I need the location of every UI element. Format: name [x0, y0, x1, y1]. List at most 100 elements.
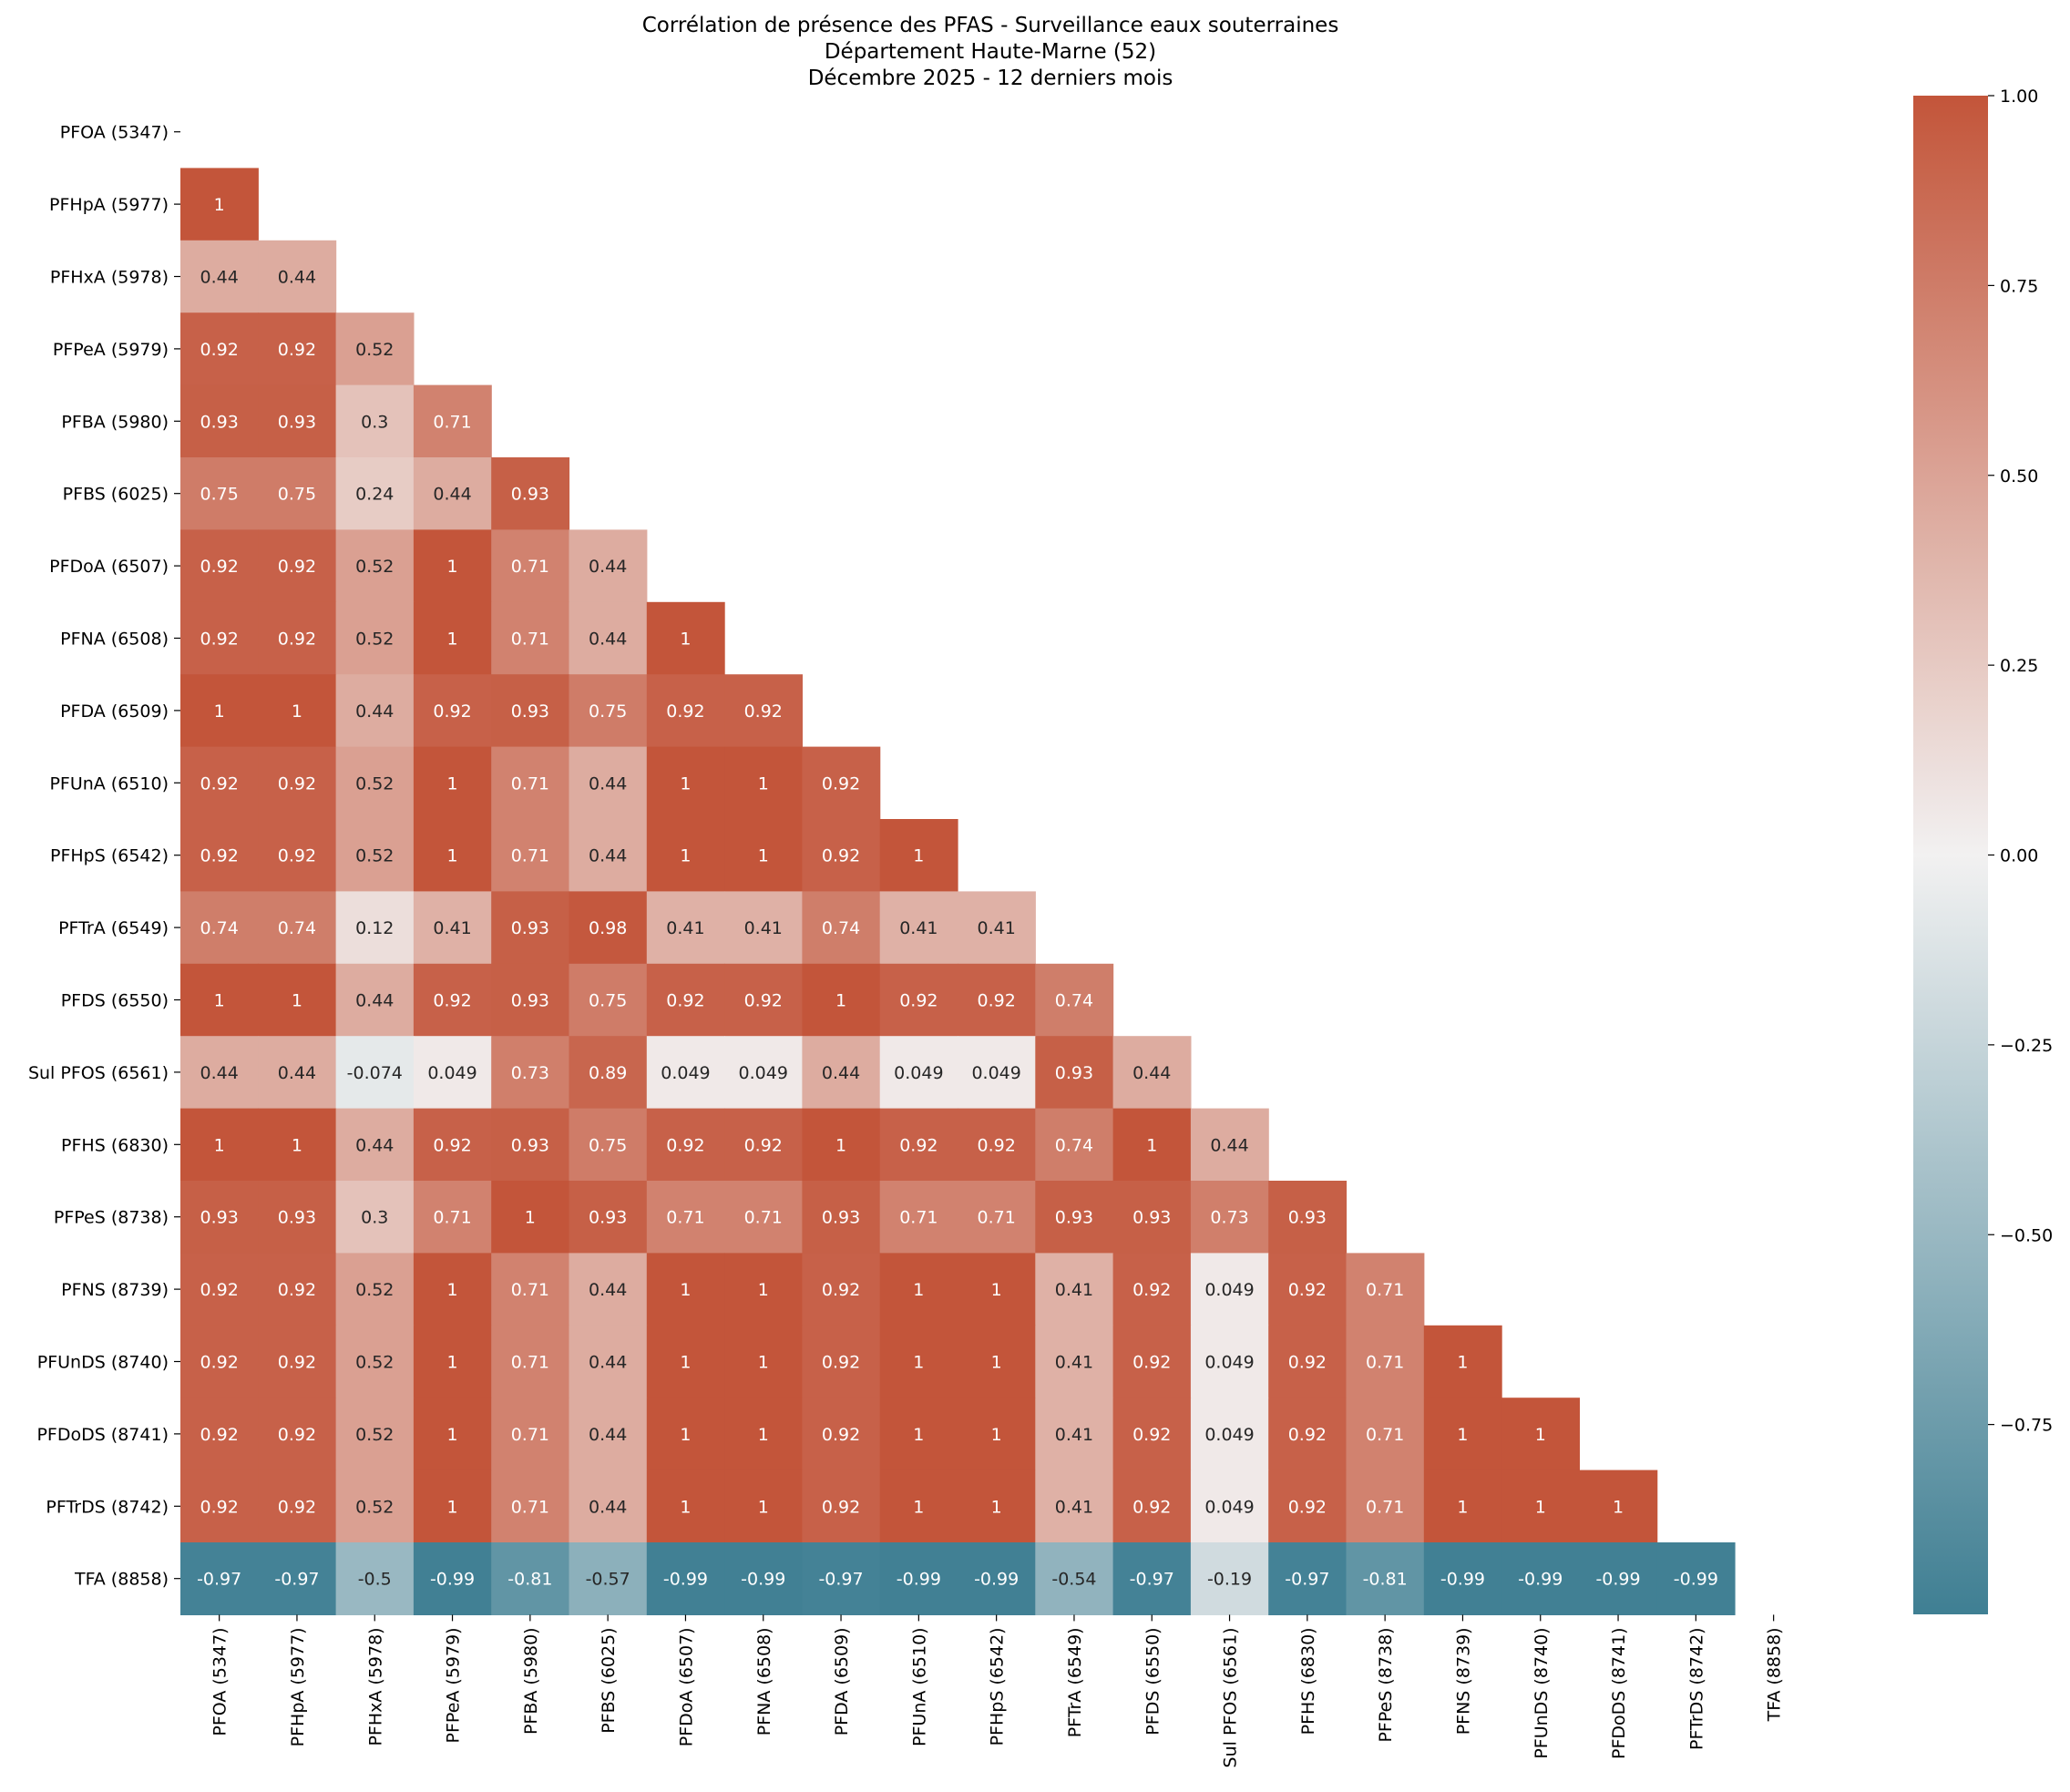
heatmap-cell [180, 1542, 259, 1615]
heatmap-cell [1190, 1325, 1269, 1398]
heatmap-cell [180, 168, 259, 241]
cell-value-label: -0.99 [1595, 1570, 1640, 1590]
heatmap-cell [1346, 1398, 1425, 1471]
heatmap-cell [335, 457, 415, 530]
heatmap-cell [491, 457, 570, 530]
heatmap-cell [1268, 1469, 1348, 1543]
heatmap-cell [413, 674, 492, 748]
cell-value-label: 0.44 [589, 1353, 627, 1373]
heatmap-cell [413, 529, 492, 603]
heatmap-cell [258, 457, 337, 530]
cell-value-label: 0.92 [200, 1425, 238, 1445]
cell-value-label: 0.049 [971, 1063, 1020, 1083]
cell-value-label: 0.92 [1288, 1497, 1327, 1517]
x-tick-label: PFPeS (8738) [1376, 1627, 1396, 1742]
cell-value-label: 0.71 [511, 1425, 549, 1445]
heatmap-cell [569, 1469, 648, 1543]
heatmap-cell [180, 1398, 259, 1471]
cell-value-label: 0.92 [899, 991, 938, 1011]
heatmap-cell [646, 963, 725, 1037]
x-tick-label: PFDoA (6507) [676, 1627, 696, 1746]
y-tick-label: PFHpA (5977) [49, 195, 169, 215]
heatmap-cell [646, 819, 725, 892]
cell-value-label: 0.44 [200, 268, 238, 288]
heatmap-cell [413, 1542, 492, 1615]
cell-value-label: 0.71 [899, 1208, 938, 1228]
heatmap-cell [335, 1036, 415, 1110]
x-tick-label: PFUnDS (8740) [1532, 1627, 1552, 1758]
heatmap-cell [569, 529, 648, 603]
heatmap-cell [1423, 1542, 1502, 1615]
cell-value-label: 0.92 [822, 1425, 860, 1445]
heatmap-cell [180, 1108, 259, 1182]
cell-value-label: -0.54 [1051, 1570, 1096, 1590]
heatmap-cell [258, 819, 337, 892]
cell-value-label: 0.92 [433, 991, 471, 1011]
heatmap-cell [1190, 1181, 1269, 1254]
heatmap-cell [1268, 1253, 1348, 1326]
heatmap-cell [802, 963, 881, 1037]
cell-value-label: -0.19 [1207, 1570, 1252, 1590]
heatmap-cell [180, 1181, 259, 1254]
heatmap-cell [180, 529, 259, 603]
heatmap-cell [646, 746, 725, 820]
cell-value-label: 0.049 [1204, 1425, 1254, 1445]
cell-value-label: 1 [1535, 1425, 1546, 1445]
heatmap-cell [569, 1253, 648, 1326]
heatmap-cell [413, 384, 492, 458]
cell-value-label: 1 [913, 1425, 924, 1445]
heatmap-cell [491, 601, 570, 675]
cell-value-label: -0.97 [1130, 1570, 1174, 1590]
cell-value-label: 0.71 [511, 1497, 549, 1517]
cell-value-label: 0.049 [894, 1063, 943, 1083]
cell-value-label: 0.92 [278, 1353, 316, 1373]
heatmap-cell [180, 1253, 259, 1326]
cell-value-label: 0.75 [278, 485, 316, 505]
cell-value-label: -0.99 [1518, 1570, 1563, 1590]
heatmap-cell [802, 1542, 881, 1615]
y-tick-label: PFHpS (6542) [50, 846, 169, 866]
heatmap-cell [724, 891, 803, 965]
heatmap-cell [1346, 1253, 1425, 1326]
cell-value-label: 0.71 [1366, 1280, 1404, 1300]
cell-value-label: 1 [758, 1353, 769, 1373]
cell-value-label: 0.93 [822, 1208, 860, 1228]
cell-value-label: 1 [292, 1135, 302, 1155]
cell-value-label: -0.99 [974, 1570, 1019, 1590]
heatmap-cell [646, 1253, 725, 1326]
cell-value-label: 0.74 [1055, 1135, 1093, 1155]
cell-value-label: 1 [758, 773, 769, 794]
chart-title: Corrélation de présence des PFAS - Surve… [642, 14, 1339, 90]
heatmap-cell [413, 819, 492, 892]
heatmap-cell [958, 1325, 1036, 1398]
cell-value-label: 0.92 [200, 1353, 238, 1373]
heatmap-cell [802, 1036, 881, 1110]
colorbar: 1.00 0.75 0.50 0.25 0.00 −0.25 −0.50 −0.75 [1913, 87, 2053, 1614]
cell-value-label: 0.41 [433, 918, 471, 938]
chart-title-line-1: Corrélation de présence des PFAS - Surve… [642, 14, 1339, 37]
heatmap-cell [879, 1108, 958, 1182]
cell-value-label: -0.97 [197, 1570, 241, 1590]
heatmap-cell [1423, 1469, 1502, 1543]
y-tick-label: PFNA (6508) [60, 630, 169, 650]
cell-value-label: -0.5 [358, 1570, 392, 1590]
heatmap-cell [569, 819, 648, 892]
heatmap-cell [1190, 1398, 1269, 1471]
cell-value-label: 0.92 [433, 701, 471, 722]
cell-value-label: 0.3 [361, 412, 388, 432]
heatmap-cell [802, 891, 881, 965]
heatmap-cell [724, 1253, 803, 1326]
cell-value-label: 0.75 [200, 485, 238, 505]
x-tick-label: PFUnA (6510) [909, 1627, 929, 1746]
heatmap-cell [258, 674, 337, 748]
heatmap-cell [1190, 1542, 1269, 1615]
cell-value-label: 0.92 [822, 846, 860, 866]
heatmap-cell [335, 1325, 415, 1398]
heatmap-cell [413, 746, 492, 820]
heatmap-cell [646, 891, 725, 965]
heatmap-cell [1268, 1542, 1348, 1615]
cell-value-label: -0.99 [897, 1570, 941, 1590]
colorbar-tick-label: 0.75 [2000, 276, 2038, 296]
heatmap-cell [1035, 1181, 1114, 1254]
